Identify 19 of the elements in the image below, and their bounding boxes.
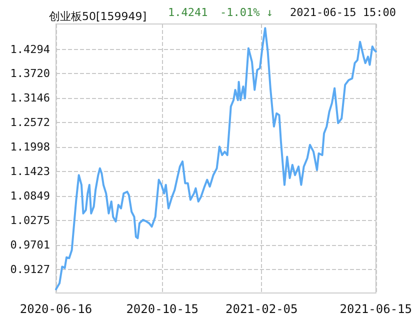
text: 2021-06-15 15:00: [290, 6, 396, 19]
y-tick-label: 1.3146: [10, 92, 50, 105]
text: -1.01% ↓: [220, 6, 273, 19]
y-tick-label: 1.1423: [10, 165, 50, 178]
line-series: [55, 27, 377, 290]
x-tick-label: 2020-06-16: [20, 302, 92, 316]
x-tick-label: 2021-02-05: [226, 302, 298, 316]
y-tick-label: 1.3720: [10, 67, 50, 80]
y-tick-label: 1.4294: [10, 42, 50, 56]
y-tick-label: 1.2572: [10, 116, 50, 130]
y-tick-label: 1.0275: [10, 214, 50, 227]
y-tick-label: 0.9127: [10, 262, 50, 276]
text: 1.4241: [168, 6, 208, 19]
y-tick-label: 1.0849: [10, 190, 50, 203]
x-tick-label: 2020-10-15: [126, 302, 198, 316]
y-tick-label: 0.9701: [10, 238, 50, 252]
y-tick-label: 1.1998: [10, 140, 50, 154]
chart-title: 创业板50[159949]: [49, 10, 147, 23]
x-tick-label: 2021-06-15: [340, 302, 412, 316]
